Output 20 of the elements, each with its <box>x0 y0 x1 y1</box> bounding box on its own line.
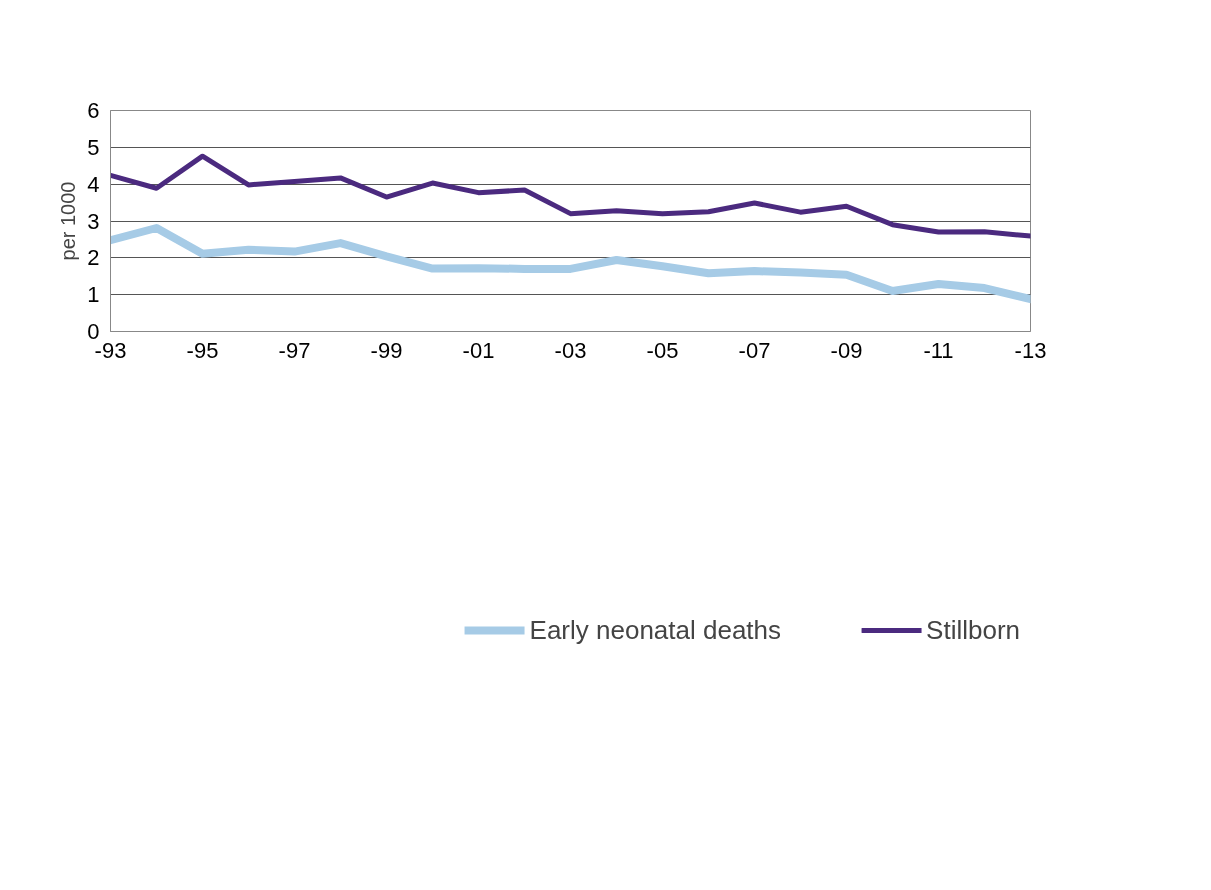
y-tick-label: 0 <box>87 319 100 344</box>
y-tick-label: 5 <box>87 134 100 160</box>
legend-label: Stillborn <box>926 614 1020 646</box>
x-tick-label: -07 <box>738 337 771 363</box>
x-tick-label: -13 <box>1014 337 1047 363</box>
y-tick-label: 1 <box>87 282 100 308</box>
x-tick-label: -05 <box>646 337 679 363</box>
x-tick-label: -95 <box>186 337 219 363</box>
y-tick-label: 2 <box>87 245 100 271</box>
x-tick-label: -09 <box>830 337 863 363</box>
y-axis-title: per 1000 <box>57 181 80 261</box>
x-tick-label: -03 <box>554 337 587 363</box>
x-tick-label: -99 <box>370 337 403 363</box>
legend-label: Early neonatal deaths <box>529 614 782 646</box>
x-tick-label: -01 <box>462 337 495 363</box>
x-tick-label: -97 <box>278 337 311 363</box>
y-tick-label: 6 <box>87 98 100 123</box>
y-tick-label: 4 <box>87 171 100 197</box>
x-tick-label: -11 <box>923 337 954 363</box>
y-tick-label: 3 <box>87 208 100 234</box>
